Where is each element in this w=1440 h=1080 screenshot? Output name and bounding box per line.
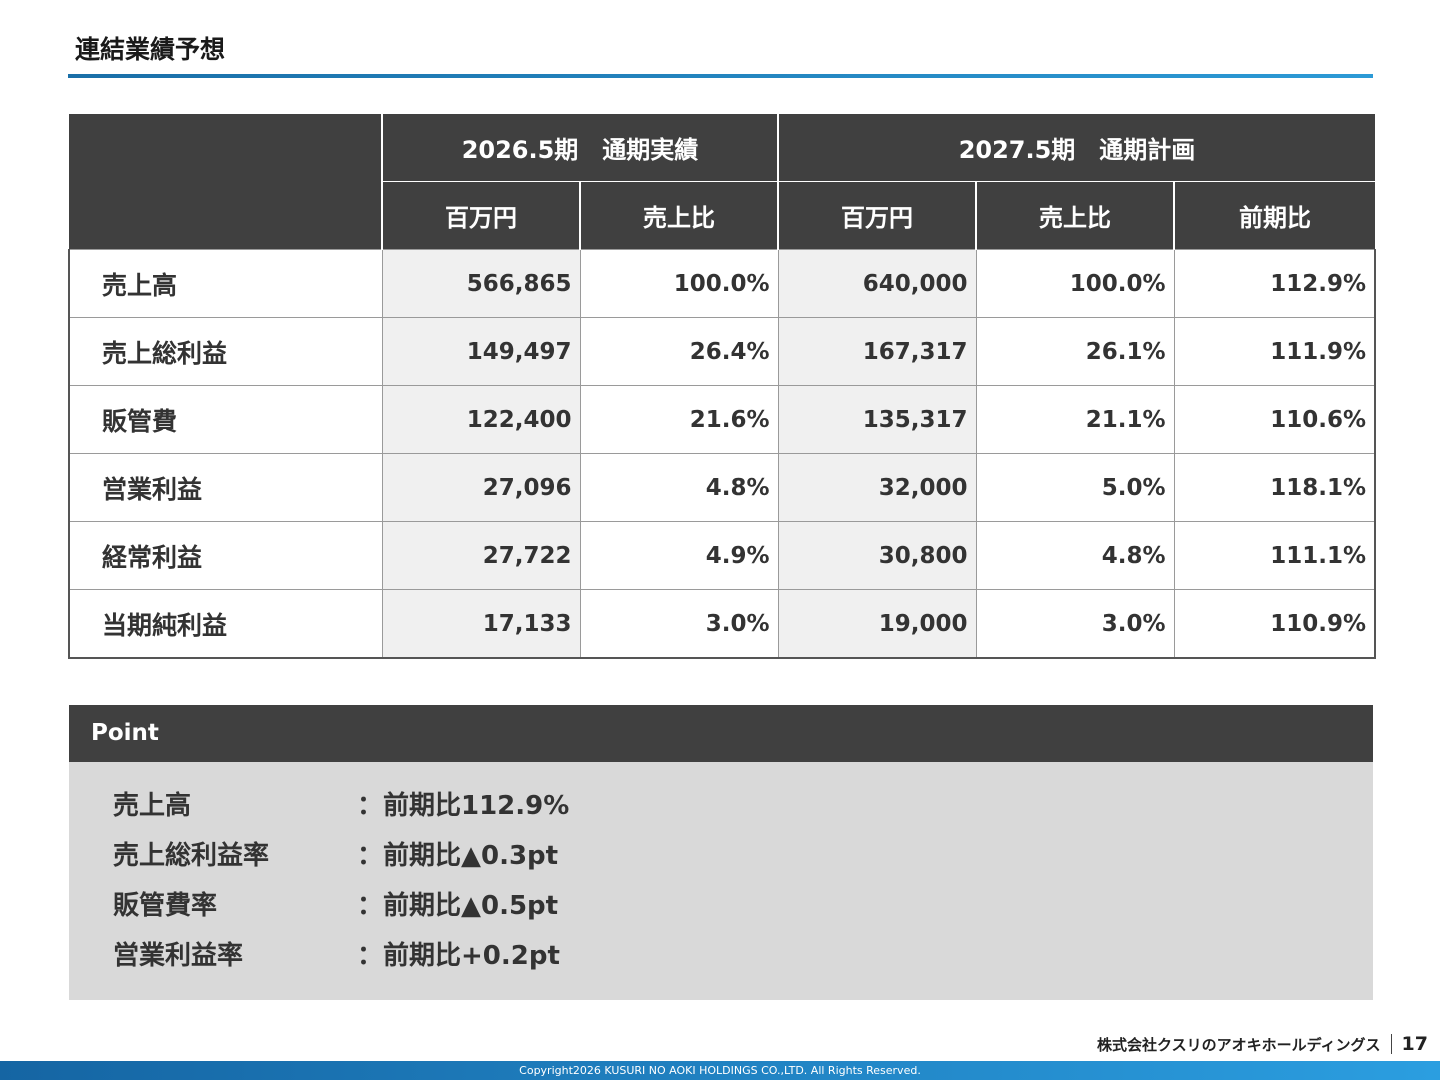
point-item-value: ：前期比▲0.3pt — [357, 841, 559, 871]
cell-amount-2027: 32,000 — [777, 453, 977, 522]
point-box: Point 売上高 ：前期比112.9% 売上総利益率 ：前期比▲0.3pt 販… — [69, 705, 1373, 1000]
point-item-label: 営業利益率 — [113, 941, 244, 971]
cell-yoy: 111.9% — [1173, 317, 1377, 386]
cell-ratio-2026: 100.0% — [579, 249, 779, 318]
cell-ratio-2027: 100.0% — [975, 249, 1175, 318]
cell-amount-2027: 640,000 — [777, 249, 977, 318]
header-amount-2026: 百万円 — [381, 181, 580, 250]
cell-amount-2026: 27,722 — [381, 521, 581, 590]
table-row: 販管費 122,400 21.6% 135,317 21.1% 110.6% — [68, 385, 1377, 454]
cell-ratio-2026: 26.4% — [579, 317, 779, 386]
cell-ratio-2026: 3.0% — [579, 589, 779, 659]
header-amount-2027: 百万円 — [777, 181, 976, 250]
table-row: 経常利益 27,722 4.9% 30,800 4.8% 111.1% — [68, 521, 1377, 590]
cell-amount-2026: 122,400 — [381, 385, 581, 454]
row-label: 売上高 — [68, 249, 383, 318]
header-corner-cell — [69, 114, 382, 250]
cell-yoy: 118.1% — [1173, 453, 1377, 522]
cell-yoy: 112.9% — [1173, 249, 1377, 318]
forecast-table: 2026.5期 通期実績 2027.5期 通期計画 百万円 売上比 百万円 売上… — [68, 114, 1377, 659]
point-item-value: ：前期比+0.2pt — [357, 941, 560, 971]
cell-ratio-2027: 3.0% — [975, 589, 1175, 659]
cell-ratio-2027: 26.1% — [975, 317, 1175, 386]
point-heading: Point — [69, 705, 1373, 762]
cell-amount-2027: 167,317 — [777, 317, 977, 386]
cell-ratio-2026: 4.8% — [579, 453, 779, 522]
brand-block: 株式会社クスリのアオキホールディングス 17 — [1097, 1032, 1428, 1056]
row-label: 経常利益 — [68, 521, 383, 590]
title-underline — [68, 74, 1373, 78]
row-label: 売上総利益 — [68, 317, 383, 386]
row-label: 販管費 — [68, 385, 383, 454]
cell-amount-2027: 19,000 — [777, 589, 977, 659]
table-header-row-groups: 2026.5期 通期実績 2027.5期 通期計画 — [69, 114, 1376, 250]
row-label: 当期純利益 — [68, 589, 383, 659]
cell-ratio-2026: 21.6% — [579, 385, 779, 454]
brand-divider — [1390, 1034, 1392, 1054]
table-header-row-columns: 百万円 売上比 百万円 売上比 前期比 — [69, 181, 1376, 250]
row-label: 営業利益 — [68, 453, 383, 522]
cell-amount-2026: 17,133 — [381, 589, 581, 659]
cell-amount-2026: 27,096 — [381, 453, 581, 522]
cell-amount-2027: 30,800 — [777, 521, 977, 590]
page-number: 17 — [1401, 1033, 1428, 1055]
cell-amount-2026: 149,497 — [381, 317, 581, 386]
point-item-value: ：前期比▲0.5pt — [357, 891, 559, 921]
cell-amount-2026: 566,865 — [381, 249, 581, 318]
cell-ratio-2027: 21.1% — [975, 385, 1175, 454]
cell-ratio-2027: 4.8% — [975, 521, 1175, 590]
table-row: 売上高 566,865 100.0% 640,000 100.0% 112.9% — [68, 249, 1377, 318]
table-row: 営業利益 27,096 4.8% 32,000 5.0% 118.1% — [68, 453, 1377, 522]
table-row: 売上総利益 149,497 26.4% 167,317 26.1% 111.9% — [68, 317, 1377, 386]
cell-ratio-2026: 4.9% — [579, 521, 779, 590]
cell-yoy: 110.6% — [1173, 385, 1377, 454]
cell-yoy: 111.1% — [1173, 521, 1377, 590]
header-yoy: 前期比 — [1172, 181, 1376, 250]
header-ratio-2026: 売上比 — [579, 181, 778, 250]
company-logo-text: 株式会社クスリのアオキホールディングス — [1097, 1035, 1381, 1054]
point-item-value: ：前期比112.9% — [357, 791, 570, 821]
header-ratio-2027: 売上比 — [975, 181, 1174, 250]
point-item-label: 販管費率 — [113, 891, 218, 921]
point-item-label: 売上高 — [113, 791, 192, 821]
page-title: 連結業績予想 — [75, 35, 226, 64]
header-group-2027: 2027.5期 通期計画 — [776, 114, 1376, 182]
cell-ratio-2027: 5.0% — [975, 453, 1175, 522]
table-row: 当期純利益 17,133 3.0% 19,000 3.0% 110.9% — [68, 589, 1377, 659]
cell-amount-2027: 135,317 — [777, 385, 977, 454]
copyright-footer: Copyright2026 KUSURI NO AOKI HOLDINGS CO… — [0, 1061, 1440, 1080]
header-group-2026: 2026.5期 通期実績 — [381, 114, 778, 182]
cell-yoy: 110.9% — [1173, 589, 1377, 659]
point-item-label: 売上総利益率 — [113, 841, 270, 871]
